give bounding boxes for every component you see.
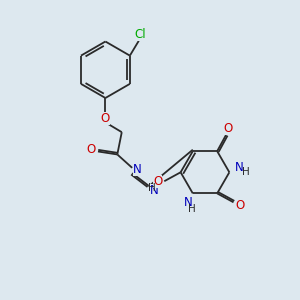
Text: O: O <box>153 175 162 188</box>
Text: O: O <box>101 112 110 125</box>
Text: O: O <box>223 122 232 135</box>
Text: N: N <box>235 161 243 174</box>
Text: N: N <box>133 163 142 176</box>
Text: N: N <box>184 196 193 209</box>
Text: Cl: Cl <box>134 28 146 41</box>
Text: O: O <box>236 199 245 212</box>
Text: H: H <box>188 204 196 214</box>
Text: H: H <box>242 167 250 177</box>
Text: O: O <box>87 142 96 156</box>
Text: H: H <box>148 183 156 193</box>
Text: N: N <box>149 184 158 197</box>
